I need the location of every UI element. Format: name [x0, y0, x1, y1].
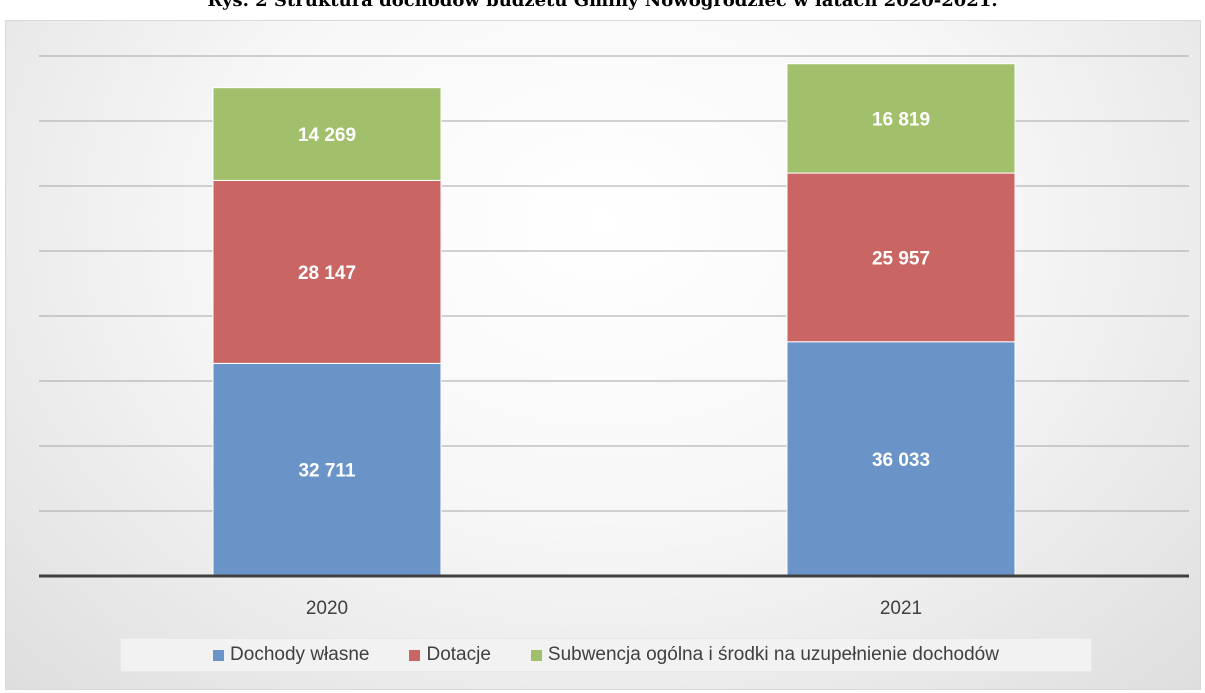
chart-plot: 32 711 28 147 14 269 2020 36 033 25 957 16 819…	[39, 55, 1189, 619]
bar-segment-2020-2	[212, 179, 442, 364]
legend-label-dochody-wlasne: Dochody własne	[230, 644, 370, 665]
legend-item-dochody-wlasne: Dochody własne	[213, 644, 369, 666]
legend-swatch-dotacje	[409, 649, 421, 661]
legend-label-subwencja: Subwencja ogólna i środki na uzupełnieni…	[547, 644, 999, 665]
legend-swatch-dochody-wlasne	[213, 649, 225, 661]
data-label: 28 147	[298, 263, 356, 284]
data-label: 25 957	[872, 248, 930, 269]
bar-segment-2021-1	[786, 341, 1016, 577]
bar-segment-2020-3	[212, 87, 442, 181]
chart-legend: Dochody własne Dotacje Subwencja ogólna …	[120, 638, 1092, 672]
bar-segment-2021-2	[786, 172, 1016, 343]
data-label: 36 033	[872, 450, 930, 471]
bar-segment-2020-1	[212, 362, 442, 577]
x-tick-label: 2021	[880, 598, 922, 619]
x-tick-label: 2020	[306, 598, 348, 619]
chart-area: 32 711 28 147 14 269 2020 36 033 25 957 16 819…	[5, 20, 1201, 690]
legend-label-dotacje: Dotacje	[426, 644, 491, 665]
data-label: 14 269	[298, 125, 356, 146]
bar-segment-2021-3	[786, 63, 1016, 174]
legend-item-dotacje: Dotacje	[409, 644, 491, 666]
chart-title: Rys. 2 Struktura dochodów budżetu Gminy …	[207, 0, 998, 11]
legend-swatch-subwencja	[530, 649, 542, 661]
data-label: 16 819	[872, 109, 930, 130]
data-label: 32 711	[298, 461, 355, 482]
legend-item-subwencja: Subwencja ogólna i środki na uzupełnieni…	[530, 644, 999, 666]
